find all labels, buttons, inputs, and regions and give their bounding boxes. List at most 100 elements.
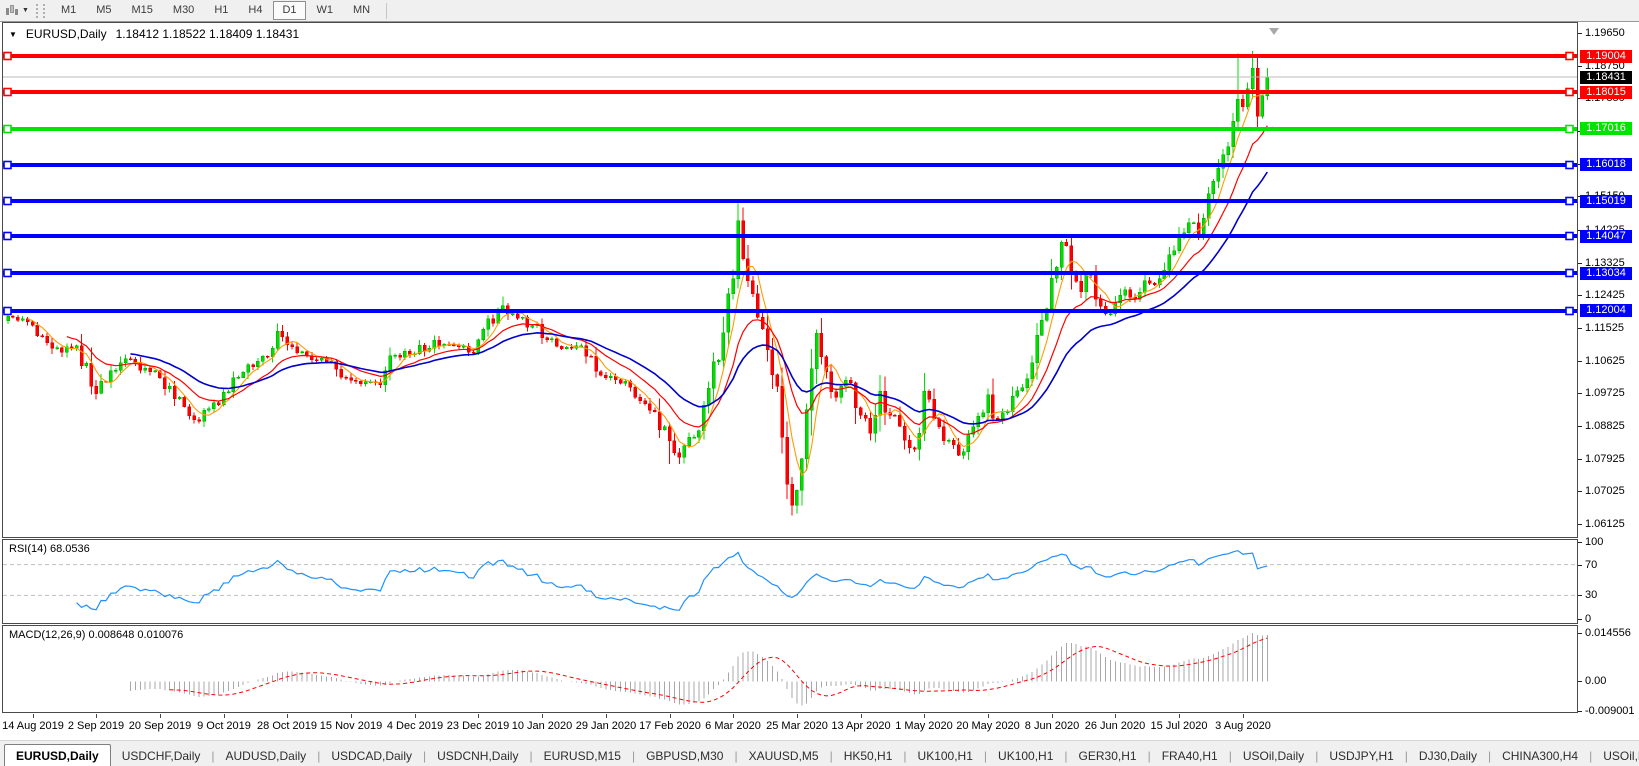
macd-chart-canvas[interactable] (3, 626, 1577, 712)
toolbar-grip[interactable] (35, 3, 45, 18)
date-label: 14 Aug 2019 (2, 720, 64, 732)
price-tick-mark (1578, 33, 1582, 34)
price-tick-label: 1.10625 (1585, 354, 1625, 367)
date-tick-mark (797, 714, 798, 718)
price-tick-mark (1578, 426, 1582, 427)
chart-tool-dropdown-icon[interactable]: ▼ (22, 7, 29, 14)
hline-handle[interactable] (1565, 87, 1574, 97)
timeframe-button-h4[interactable]: H4 (248, 4, 263, 16)
hline-handle[interactable] (3, 196, 12, 206)
hline-handle[interactable] (3, 87, 12, 97)
tab-separator: | (829, 749, 833, 763)
timeframe-button-m1[interactable]: M1 (60, 4, 77, 16)
hline-handle[interactable] (3, 231, 12, 241)
chart-title-dropdown-icon[interactable]: ▼ (9, 29, 17, 39)
hline-handle[interactable] (1565, 51, 1574, 61)
hline-handle[interactable] (3, 268, 12, 278)
date-tick-mark (478, 714, 479, 718)
ma-line-slow[interactable] (130, 171, 1268, 425)
hline-handle[interactable] (1565, 160, 1574, 170)
timeframe-button-m30[interactable]: M30 (172, 4, 195, 16)
chart-tab-uk100-h1[interactable]: UK100,H1 (917, 749, 973, 763)
date-label: 13 Apr 2020 (831, 720, 891, 732)
chart-title: ▼ EURUSD,Daily 1.18412 1.18522 1.18409 1… (9, 27, 299, 41)
price-tick-mark (1578, 491, 1582, 492)
current-price-tag: 1.18431 (1580, 71, 1632, 84)
chart-tool-icon[interactable] (3, 3, 21, 19)
chart-tab-usdcnh-daily[interactable]: USDCNH,Daily (437, 749, 519, 763)
price-tick-mark (1578, 295, 1582, 296)
macd-indicator-panel[interactable]: MACD(12,26,9) 0.008648 0.010076 (2, 625, 1578, 713)
chart-tab-china300-h4[interactable]: CHINA300,H4 (1502, 749, 1579, 763)
macd-signal-line (169, 637, 1268, 703)
rsi-indicator-panel[interactable]: RSI(14) 68.0536 (2, 539, 1578, 624)
date-tick-mark (733, 714, 734, 718)
timeframe-button-h1[interactable]: H1 (214, 4, 229, 16)
rsi-tick-mark (1578, 619, 1582, 620)
price-tag-1.18015: 1.18015 (1580, 86, 1632, 99)
macd-tick-mark (1578, 681, 1582, 682)
chart-tab-gbpusd-m30[interactable]: GBPUSD,M30 (646, 749, 724, 763)
tab-separator: | (423, 749, 427, 763)
rsi-chart-canvas[interactable] (3, 540, 1577, 623)
date-tick-mark (988, 714, 989, 718)
timeframe-button-m15[interactable]: M15 (131, 4, 153, 16)
hline-handle[interactable] (1565, 268, 1574, 278)
rsi-tick-mark (1578, 542, 1582, 543)
hline-handle[interactable] (1565, 196, 1574, 206)
main-chart-panel[interactable]: ▼ EURUSD,Daily 1.18412 1.18522 1.18409 1… (2, 22, 1578, 538)
hline-handle[interactable] (1565, 124, 1574, 134)
date-label: 3 Aug 2020 (1215, 720, 1271, 732)
candlestick-chart-canvas[interactable] (3, 23, 1577, 537)
chart-tab-eurusd-m15[interactable]: EURUSD,M15 (543, 749, 621, 763)
date-tick-mark (415, 714, 416, 718)
price-tick-mark (1578, 459, 1582, 460)
date-tick-mark (924, 714, 925, 718)
hline-handle[interactable] (3, 306, 12, 316)
chart-tab-hk50-h1[interactable]: HK50,H1 (843, 749, 893, 763)
date-axis[interactable]: 14 Aug 2019 2 Sep 2019 20 Sep 2019 9 Oct 20… (0, 714, 1639, 740)
date-label: 4 Dec 2019 (386, 720, 444, 732)
timeframe-button-m5[interactable]: M5 (96, 4, 112, 16)
chart-tab-usoil-daily[interactable]: USOil,Daily (1242, 749, 1305, 763)
date-label: 15 Jul 2020 (1150, 720, 1208, 732)
tab-separator: | (1147, 749, 1151, 763)
macd-label: MACD(12,26,9) 0.008648 0.010076 (9, 629, 184, 641)
tab-separator: | (317, 749, 321, 763)
macd-tick-mark (1578, 633, 1582, 634)
tab-separator: | (211, 749, 215, 763)
chart-tab-audusd-daily[interactable]: AUDUSD,Daily (225, 749, 307, 763)
chart-tab-usoil-d[interactable]: USOil,D (1603, 749, 1639, 763)
price-tag-1.17016: 1.17016 (1580, 122, 1632, 135)
price-tick-label: 1.19650 (1585, 26, 1625, 39)
chart-tab-usdchf-daily[interactable]: USDCHF,Daily (121, 749, 201, 763)
chart-tab-xauusd-m5[interactable]: XAUUSD,M5 (748, 749, 819, 763)
price-axis[interactable]: 1.196501.187501.178501.169501.160501.151… (1578, 22, 1639, 717)
price-tick-label: 1.06125 (1585, 517, 1625, 530)
hline-handle[interactable] (3, 51, 12, 61)
timeframe-button-d1[interactable]: D1 (273, 1, 306, 20)
chart-tab-eurusd-daily[interactable]: EURUSD,Daily (4, 744, 111, 766)
hline-handle[interactable] (3, 160, 12, 170)
timeframe-buttons: M1 M5 M15 M30 H1 H4 D1 W1 MN (51, 1, 380, 20)
date-label: 8 Jun 2020 (1024, 720, 1080, 732)
price-tick-label: 1.13325 (1585, 256, 1625, 269)
ma-line-mid[interactable] (66, 125, 1268, 435)
hline-handle[interactable] (3, 124, 12, 134)
hline-handle[interactable] (1565, 231, 1574, 241)
chart-tab-fra40-h1[interactable]: FRA40,H1 (1161, 749, 1218, 763)
timeframe-button-mn[interactable]: MN (353, 4, 371, 16)
tab-separator: | (1315, 749, 1319, 763)
chart-shift-marker[interactable] (1269, 28, 1279, 35)
chart-tab-uk100-h1[interactable]: UK100,H1 (998, 749, 1054, 763)
price-tick-label: 1.08825 (1585, 419, 1625, 432)
hline-handle[interactable] (1565, 306, 1574, 316)
chart-tab-dj30-daily[interactable]: DJ30,Daily (1418, 749, 1477, 763)
chart-tab-usdcad-daily[interactable]: USDCAD,Daily (331, 749, 412, 763)
ma-line-fast[interactable] (27, 88, 1268, 477)
chart-tab-usdjpy-h1[interactable]: USDJPY,H1 (1329, 749, 1394, 763)
timeframe-button-w1[interactable]: W1 (316, 4, 334, 16)
chart-tab-ger30-h1[interactable]: GER30,H1 (1078, 749, 1137, 763)
date-tick-mark (1052, 714, 1053, 718)
